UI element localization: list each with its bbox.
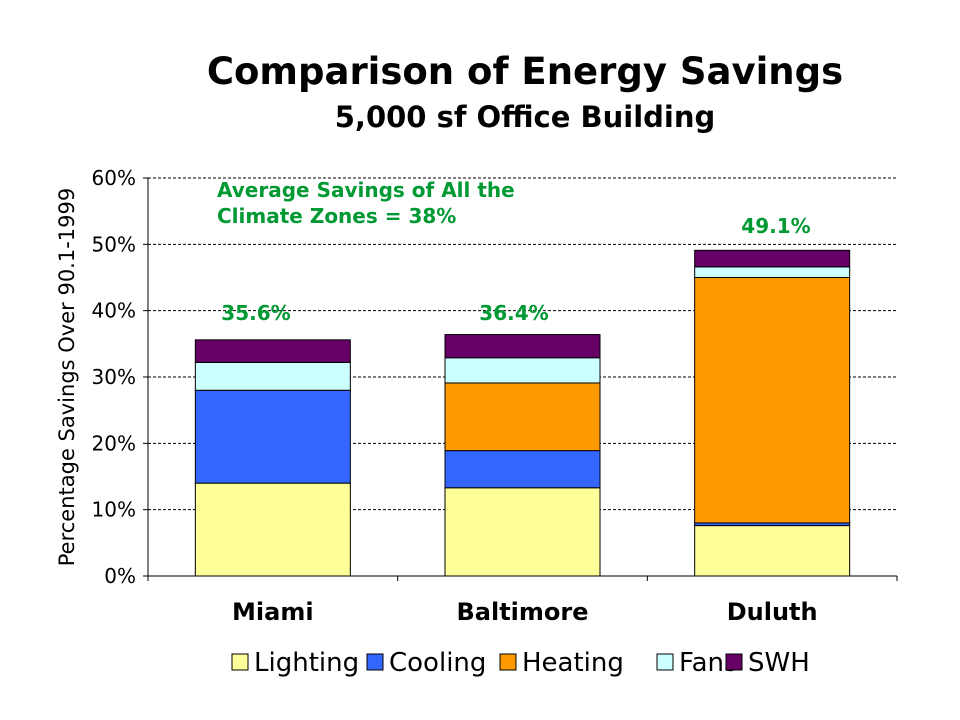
bar-segment-lighting-duluth <box>694 525 851 577</box>
total-label: 49.1% <box>741 214 810 238</box>
y-tick-label: 0% <box>104 564 136 588</box>
y-tick-label: 40% <box>92 299 136 323</box>
bar-segment-cooling-miami <box>194 389 351 484</box>
x-tick-label: Duluth <box>727 598 818 626</box>
bar-segment-fans-baltimore <box>444 357 601 384</box>
bar-segment-fans-duluth <box>694 266 851 278</box>
legend-swatch-fans <box>656 653 674 671</box>
bar-segment-fans-miami <box>194 361 351 391</box>
y-tick-label: 50% <box>92 232 136 256</box>
total-label: 35.6% <box>221 301 290 325</box>
y-tick-label: 30% <box>92 365 136 389</box>
bar-segment-heating-baltimore <box>444 382 601 452</box>
total-label: 36.4% <box>479 301 548 325</box>
legend-label-lighting: Lighting <box>254 648 359 678</box>
bar-segment-lighting-baltimore <box>444 487 601 577</box>
y-tick-label: 20% <box>92 431 136 455</box>
legend-swatch-heating <box>499 653 517 671</box>
y-tick-label: 60% <box>92 166 136 190</box>
x-tick-label: Miami <box>232 598 314 626</box>
annotation-line: Climate Zones = 38% <box>217 204 456 228</box>
y-axis-label: Percentage Savings Over 90.1-1999 <box>55 188 79 567</box>
legend-label-cooling: Cooling <box>389 648 486 678</box>
chart-subtitle: 5,000 sf Office Building <box>334 100 716 134</box>
x-tick-label: Baltimore <box>456 598 588 626</box>
bar-segment-heating-duluth <box>694 277 851 524</box>
legend-label-swh: SWH <box>748 648 810 678</box>
legend-swatch-lighting <box>231 653 249 671</box>
legend-swatch-cooling <box>366 653 384 671</box>
legend-swatch-swh <box>725 653 743 671</box>
y-tick-label: 10% <box>92 498 136 522</box>
bar-segment-lighting-miami <box>194 482 351 577</box>
annotation-line: Average Savings of All the <box>217 178 515 202</box>
chart-title: Comparison of Energy Savings <box>206 50 844 93</box>
bar-segment-swh-duluth <box>694 249 851 268</box>
bar-segment-swh-miami <box>194 339 351 363</box>
bar-segment-cooling-baltimore <box>444 450 601 489</box>
legend-label-heating: Heating <box>522 648 624 678</box>
bar-segment-swh-baltimore <box>444 334 601 359</box>
